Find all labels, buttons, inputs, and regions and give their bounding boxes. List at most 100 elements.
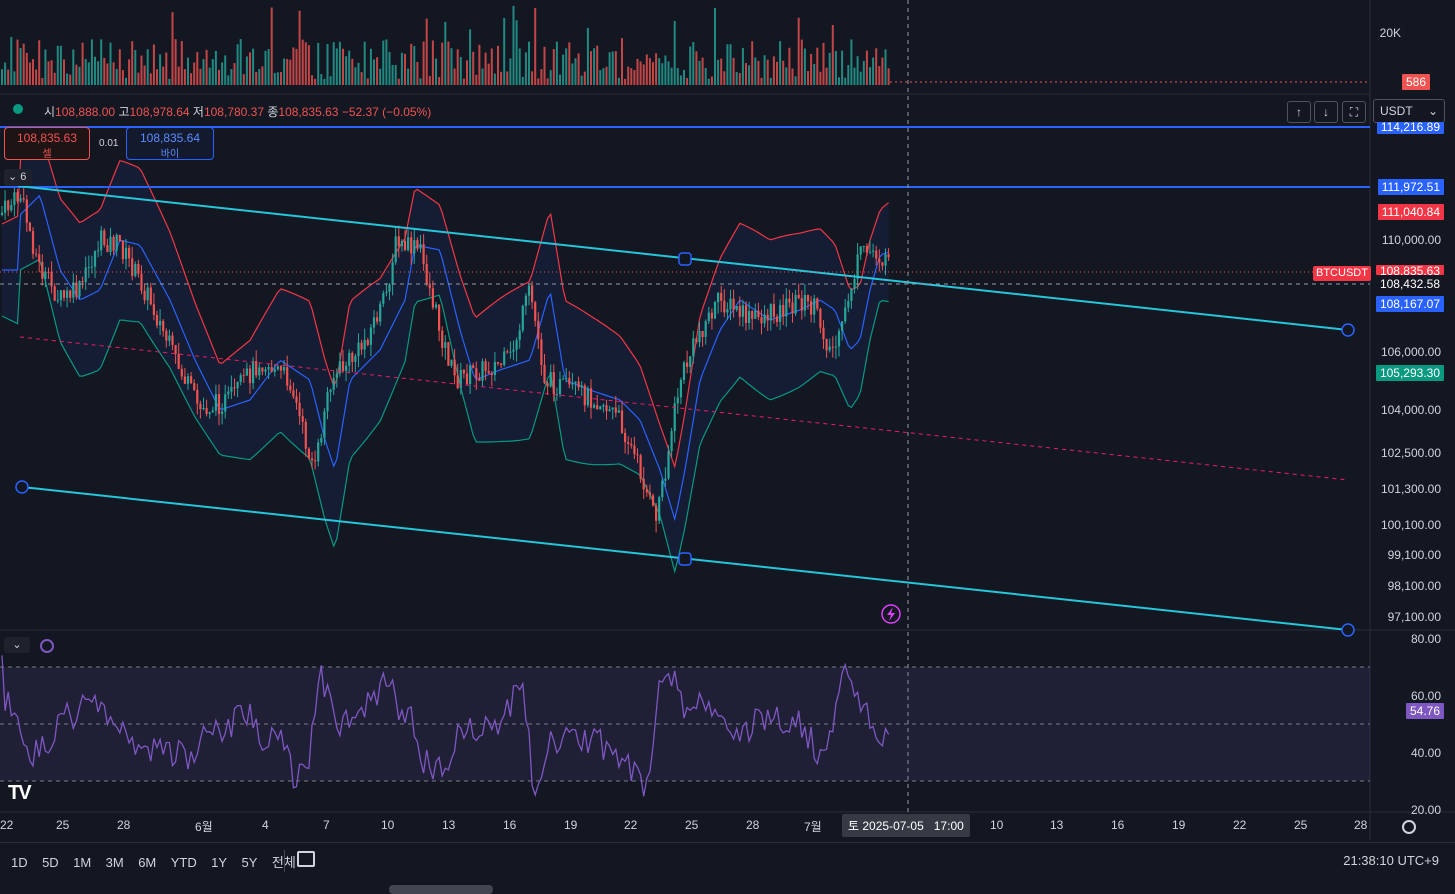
volume-bar bbox=[856, 56, 859, 85]
clock[interactable]: 21:38:10 UTC+9 bbox=[1343, 853, 1439, 868]
fullscreen-button[interactable]: ⛶ bbox=[1342, 101, 1366, 123]
volume-bar bbox=[608, 52, 611, 85]
channel-handle bbox=[678, 552, 692, 566]
sell-button[interactable]: 108,835.63 셀 bbox=[4, 127, 90, 160]
candle-body bbox=[159, 320, 162, 326]
volume-bar bbox=[227, 75, 230, 85]
candle-body bbox=[87, 267, 90, 269]
volume-bar bbox=[283, 58, 286, 85]
candle-body bbox=[881, 262, 884, 266]
volume-bar bbox=[224, 55, 227, 85]
candle-body bbox=[338, 361, 341, 374]
chart-settings-icon[interactable] bbox=[1402, 820, 1416, 834]
candle-body bbox=[177, 353, 180, 369]
volume-bar bbox=[459, 57, 462, 85]
candle-body bbox=[425, 263, 428, 284]
volume-bar bbox=[407, 68, 410, 85]
date-range-button[interactable] bbox=[297, 851, 315, 867]
timeframe-all[interactable]: 전체 bbox=[267, 852, 301, 871]
price-tag-bb-middle: 108,167.07 bbox=[1375, 296, 1444, 312]
buy-button[interactable]: 108,835.64 바이 bbox=[126, 127, 214, 160]
volume-bar bbox=[462, 78, 465, 85]
timeframe-1m[interactable]: 1M bbox=[73, 855, 92, 870]
time-label: 16 bbox=[1111, 818, 1125, 832]
chevron-down-icon: ⌄ bbox=[1427, 104, 1438, 118]
volume-bar bbox=[667, 61, 670, 85]
volume-bar bbox=[90, 39, 93, 85]
volume-bar bbox=[655, 53, 658, 85]
indicator-collapse-button[interactable]: ⌄ 6 bbox=[4, 169, 32, 186]
volume-bar bbox=[630, 68, 633, 85]
candle-body bbox=[146, 287, 149, 301]
candle-body bbox=[397, 236, 400, 247]
candle-body bbox=[509, 351, 512, 353]
volume-bar bbox=[686, 78, 689, 85]
refresh-icon[interactable] bbox=[40, 639, 54, 653]
candle-body bbox=[354, 356, 357, 362]
volume-bar bbox=[562, 54, 565, 85]
tradingview-logo[interactable]: TV bbox=[8, 782, 32, 804]
volume-bar bbox=[862, 60, 865, 85]
volume-bar bbox=[22, 43, 25, 85]
volume-bar bbox=[369, 48, 372, 85]
volume-bar bbox=[841, 50, 844, 85]
candle-body bbox=[323, 411, 326, 438]
volume-bar bbox=[813, 64, 816, 85]
candle-body bbox=[729, 298, 732, 310]
volume-bar bbox=[273, 73, 276, 85]
candle-body bbox=[648, 492, 651, 496]
candle-body bbox=[252, 361, 255, 384]
candle-body bbox=[540, 339, 543, 365]
volume-bar bbox=[338, 41, 341, 85]
ohlc-legend: 시108,888.00 고108,978.64 저108,780.37 종108… bbox=[44, 103, 431, 120]
candle-body bbox=[633, 445, 636, 455]
volume-bar bbox=[360, 72, 363, 85]
candle-body bbox=[521, 305, 524, 331]
volume-bar bbox=[528, 41, 530, 85]
candle-body bbox=[500, 363, 503, 365]
volume-bar bbox=[177, 66, 180, 85]
volume-bar bbox=[50, 60, 53, 85]
timeframe-1y[interactable]: 1Y bbox=[211, 855, 228, 870]
legend-status-icon bbox=[13, 104, 23, 114]
volume-bar bbox=[106, 63, 109, 85]
time-label: 6월 bbox=[195, 820, 213, 834]
horizontal-scrollbar[interactable] bbox=[389, 885, 493, 894]
volume-bar bbox=[354, 67, 357, 85]
volume-bar bbox=[624, 78, 627, 85]
candle-body bbox=[165, 330, 168, 341]
open-value: 108,888.00 bbox=[55, 105, 116, 119]
volume-bar bbox=[772, 56, 775, 85]
rsi-collapse-button[interactable]: ⌄ bbox=[4, 637, 30, 653]
candle-body bbox=[856, 254, 859, 280]
timeframe-1d[interactable]: 1D bbox=[11, 855, 28, 870]
volume-bar bbox=[834, 51, 837, 85]
timeframe-3m[interactable]: 3M bbox=[105, 855, 124, 870]
timeframe-5y[interactable]: 5Y bbox=[241, 855, 258, 870]
volume-bar bbox=[828, 52, 831, 85]
volume-bar bbox=[326, 44, 329, 85]
arrow-down-button[interactable]: ↓ bbox=[1314, 101, 1338, 123]
candle-body bbox=[624, 432, 627, 443]
arrow-up-button[interactable]: ↑ bbox=[1287, 101, 1311, 123]
volume-bar bbox=[28, 62, 31, 85]
volume-bar bbox=[614, 51, 617, 85]
candle-body bbox=[493, 362, 496, 376]
candle-body bbox=[279, 366, 283, 371]
volume-bar bbox=[416, 61, 419, 85]
volume-bar bbox=[137, 72, 140, 85]
timeframe-ytd[interactable]: YTD bbox=[170, 855, 197, 870]
candle-body bbox=[875, 250, 878, 259]
volume-bar bbox=[56, 45, 59, 85]
candle-body bbox=[221, 411, 224, 414]
timeframe-5d[interactable]: 5D bbox=[42, 855, 59, 870]
timeframe-6m[interactable]: 6M bbox=[138, 855, 157, 870]
currency-select[interactable]: USDT ⌄ bbox=[1373, 99, 1445, 123]
candle-body bbox=[196, 389, 199, 404]
candle-body bbox=[124, 247, 128, 260]
volume-bar bbox=[720, 58, 723, 85]
candle-body bbox=[837, 330, 841, 347]
volume-bar bbox=[345, 56, 348, 85]
time-label: 19 bbox=[1172, 818, 1186, 832]
